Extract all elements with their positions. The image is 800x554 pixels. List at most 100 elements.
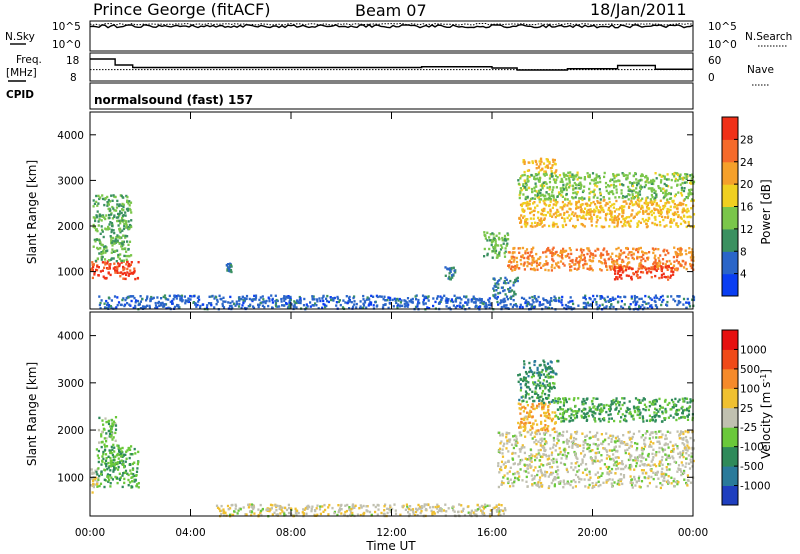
echo-cell <box>556 195 559 198</box>
echo-cell <box>634 191 637 194</box>
echo-cell <box>572 184 575 188</box>
echo-cell <box>658 298 661 301</box>
echo-cell <box>585 303 588 306</box>
echo-cell <box>231 503 234 507</box>
echo-cell <box>105 445 109 448</box>
echo-cell <box>526 223 529 226</box>
echo-cell <box>280 300 283 303</box>
echo-cell <box>666 266 669 270</box>
echo-cell <box>543 207 546 211</box>
echo-cell <box>478 297 481 301</box>
echo-cell <box>270 507 273 510</box>
echo-cell <box>551 471 555 475</box>
echo-cell <box>653 411 656 414</box>
echo-cell <box>653 222 656 226</box>
echo-cell <box>688 247 691 250</box>
echo-cell <box>541 406 544 409</box>
echo-cell <box>389 504 392 507</box>
echo-cell <box>211 294 214 298</box>
echo-cell <box>570 269 573 272</box>
echo-cell <box>569 248 572 252</box>
echo-cell <box>628 193 631 197</box>
echo-cell <box>133 267 136 270</box>
echo-cell <box>116 265 119 268</box>
echo-cell <box>497 513 500 517</box>
echo-cell <box>557 481 560 484</box>
echo-cell <box>222 508 225 511</box>
echo-cell <box>528 207 532 210</box>
echo-cell <box>607 208 610 212</box>
echo-cell <box>612 173 615 176</box>
echo-cell <box>337 510 340 514</box>
echo-cell <box>690 252 694 255</box>
echo-cell <box>104 251 107 254</box>
echo-cell <box>596 181 599 184</box>
echo-cell <box>520 214 523 217</box>
echo-cell <box>117 204 121 208</box>
echo-cell <box>433 512 436 515</box>
echo-cell <box>585 202 588 205</box>
echo-cell <box>101 430 104 434</box>
echo-cell <box>545 255 548 258</box>
echo-cell <box>533 268 536 272</box>
echo-cell <box>682 303 685 306</box>
noise-panel-frame <box>89 20 694 52</box>
echo-cell <box>563 205 566 208</box>
echo-cell <box>108 265 111 268</box>
echo-cell <box>640 199 643 202</box>
echo-cell <box>113 450 116 453</box>
echo-cell <box>506 232 509 235</box>
echo-cell <box>107 419 110 423</box>
echo-cell <box>556 208 559 212</box>
echo-cell <box>188 300 191 303</box>
echo-cell <box>649 210 652 214</box>
echo-cell <box>673 268 677 271</box>
echo-cell <box>689 251 692 254</box>
echo-cell <box>660 446 663 450</box>
echo-cell <box>130 299 133 303</box>
echo-cell <box>583 176 586 179</box>
echo-cell <box>679 222 683 226</box>
echo-cell <box>227 263 230 266</box>
echo-cell <box>523 268 526 271</box>
echo-cell <box>449 270 452 274</box>
echo-cell <box>669 208 672 212</box>
echo-cell <box>652 456 655 459</box>
echo-cell <box>229 507 232 510</box>
echo-cell <box>549 210 552 213</box>
echo-cell <box>100 219 103 222</box>
echo-cell <box>575 437 578 441</box>
echo-cell <box>114 416 118 419</box>
echo-cell <box>552 457 555 461</box>
echo-cell <box>460 298 463 301</box>
echo-cell <box>499 302 502 305</box>
echo-cell <box>669 274 673 277</box>
echo-cell <box>130 445 133 448</box>
echo-cell <box>399 301 402 304</box>
echo-cell <box>289 295 292 299</box>
echo-cell <box>110 459 113 463</box>
echo-cell <box>613 221 616 224</box>
echo-cell <box>682 176 686 179</box>
echo-cell <box>160 304 163 307</box>
echo-cell <box>118 477 121 480</box>
echo-cell <box>533 435 536 438</box>
echo-cell <box>689 262 692 266</box>
echo-cell <box>567 252 570 256</box>
echo-cell <box>637 248 640 251</box>
echo-cell <box>180 296 183 299</box>
echo-cell <box>537 295 540 299</box>
echo-cell <box>549 447 552 450</box>
echo-cell <box>641 250 644 253</box>
echo-cell <box>238 299 241 302</box>
echo-cell <box>316 298 319 301</box>
echo-cell <box>488 236 491 239</box>
echo-cell <box>259 296 262 299</box>
echo-cell <box>539 455 542 458</box>
echo-cell <box>579 209 582 212</box>
echo-cell <box>519 190 522 193</box>
echo-cell <box>116 199 119 203</box>
echo-cell <box>533 407 536 411</box>
echo-cell <box>530 474 533 477</box>
echo-cell <box>588 437 591 440</box>
